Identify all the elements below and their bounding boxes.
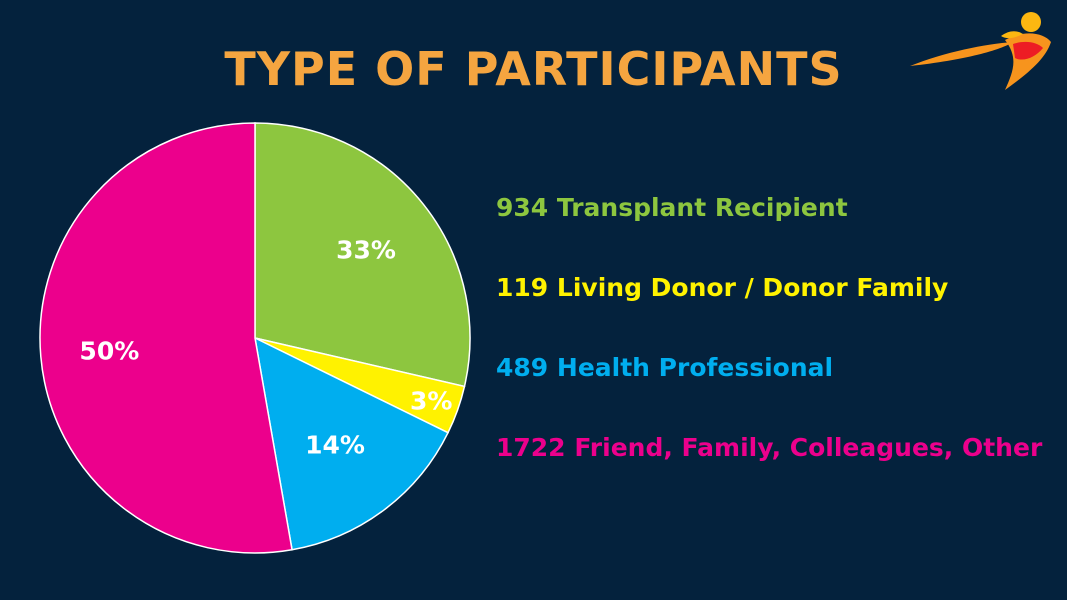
legend-label: Health Professional xyxy=(556,353,834,382)
slice-label-transplant-recipient: 33% xyxy=(336,236,396,265)
legend-label: Living Donor / Donor Family xyxy=(556,273,949,302)
chart-title: TYPE OF PARTICIPANTS xyxy=(224,42,843,96)
legend-label: Friend, Family, Colleagues, Other xyxy=(574,433,1043,462)
slice-label-friend-family-other: 50% xyxy=(79,337,139,366)
slice-label-health-professional: 14% xyxy=(305,431,365,460)
legend-label: Transplant Recipient xyxy=(556,193,848,222)
pie-slice-friend-family-other xyxy=(39,122,293,554)
legend: 934 Transplant Recipient 119 Living Dono… xyxy=(496,190,1056,510)
legend-count: 934 xyxy=(496,193,549,222)
pie-slice-transplant-recipient xyxy=(254,122,471,388)
legend-count: 1722 xyxy=(496,433,566,462)
legend-item-living-donor: 119 Living Donor / Donor Family xyxy=(496,270,1056,350)
legend-count: 489 xyxy=(496,353,549,382)
legend-item-friend-family-other: 1722 Friend, Family, Colleagues, Other xyxy=(496,430,1056,510)
legend-item-transplant-recipient: 934 Transplant Recipient xyxy=(496,190,1056,270)
legend-item-health-professional: 489 Health Professional xyxy=(496,350,1056,430)
legend-count: 119 xyxy=(496,273,549,302)
running-figure-logo-icon xyxy=(910,12,1051,90)
slice-label-living-donor: 3% xyxy=(410,387,452,416)
pie-slice-health-professional xyxy=(254,336,450,551)
